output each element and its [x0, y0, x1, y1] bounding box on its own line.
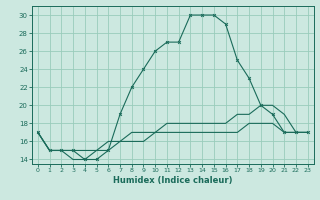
X-axis label: Humidex (Indice chaleur): Humidex (Indice chaleur) [113, 176, 233, 185]
